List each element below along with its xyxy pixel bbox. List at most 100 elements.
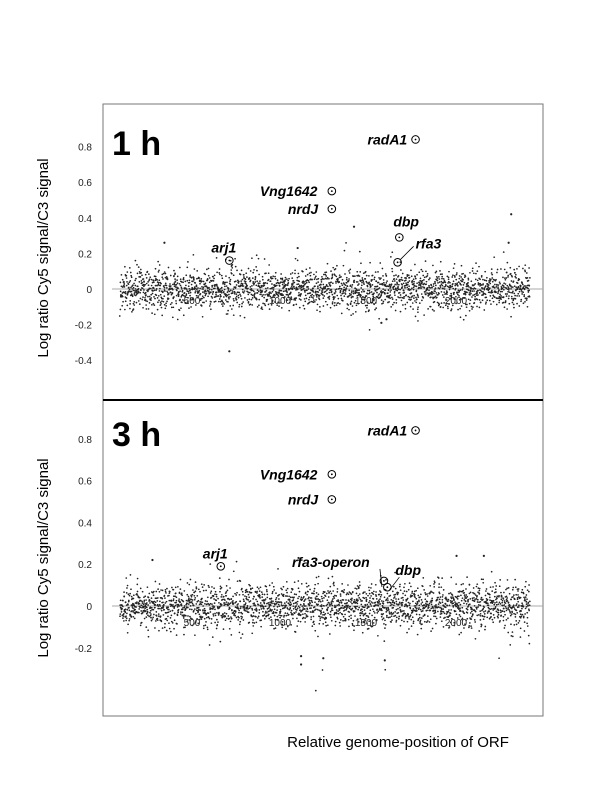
data-point	[490, 303, 492, 305]
data-point	[156, 600, 159, 602]
data-point	[289, 607, 292, 609]
data-point	[313, 590, 315, 592]
data-point	[476, 291, 478, 293]
data-point	[180, 296, 183, 298]
data-point	[351, 590, 354, 593]
data-point	[237, 603, 239, 605]
data-point	[132, 286, 135, 289]
data-point	[368, 592, 371, 595]
data-point	[343, 249, 346, 252]
data-point	[312, 287, 314, 289]
data-point	[450, 597, 453, 600]
data-point	[514, 578, 517, 581]
data-point	[255, 298, 258, 300]
data-point	[310, 294, 312, 297]
data-point	[252, 290, 255, 293]
data-point	[347, 618, 350, 621]
data-point	[442, 611, 445, 613]
data-point	[383, 623, 385, 625]
data-point	[422, 274, 425, 277]
data-point	[338, 604, 340, 606]
data-point	[382, 275, 384, 277]
data-point	[307, 288, 310, 290]
data-point	[416, 294, 419, 297]
data-point	[252, 615, 255, 617]
data-point	[129, 592, 131, 595]
data-point	[258, 298, 261, 301]
data-point	[146, 602, 148, 604]
data-point	[518, 620, 521, 622]
data-point	[341, 583, 344, 585]
data-point	[131, 288, 134, 290]
data-point	[157, 260, 159, 263]
data-point	[259, 604, 262, 607]
data-point	[120, 285, 123, 288]
data-point	[210, 590, 213, 593]
data-point	[441, 598, 444, 601]
gene-label: arj1	[211, 240, 236, 256]
data-point	[408, 604, 411, 607]
data-point	[422, 296, 425, 299]
data-point	[356, 270, 359, 273]
data-point	[273, 296, 276, 299]
data-point	[403, 610, 405, 612]
data-point	[425, 621, 428, 623]
data-point	[459, 282, 462, 285]
data-point	[320, 613, 322, 615]
data-point	[425, 605, 428, 608]
data-point	[213, 606, 216, 608]
data-point	[402, 282, 405, 285]
data-point	[394, 614, 397, 617]
data-point	[171, 288, 174, 291]
data-point	[322, 611, 325, 614]
data-point	[515, 603, 518, 605]
data-point	[339, 611, 341, 614]
data-point	[482, 293, 485, 296]
data-point	[240, 617, 243, 620]
data-point	[296, 625, 299, 627]
data-point	[524, 300, 526, 303]
data-point	[470, 627, 473, 629]
data-point	[315, 294, 318, 297]
data-point	[503, 600, 506, 602]
data-point	[147, 280, 149, 283]
data-point	[282, 294, 285, 296]
data-point	[387, 616, 390, 619]
data-point	[414, 315, 417, 318]
data-point	[262, 605, 265, 608]
data-point	[372, 610, 375, 613]
data-point	[463, 591, 466, 594]
data-point	[483, 288, 486, 291]
data-point	[459, 316, 462, 319]
data-point	[316, 595, 318, 598]
data-point	[283, 282, 286, 284]
data-point	[411, 590, 414, 593]
data-point	[214, 295, 217, 298]
data-point	[420, 599, 423, 601]
data-point	[384, 668, 387, 671]
data-point	[319, 306, 321, 308]
data-point	[321, 294, 324, 296]
data-point	[518, 290, 521, 293]
data-point	[317, 593, 320, 596]
data-point	[500, 298, 502, 301]
data-point	[167, 615, 169, 618]
data-point	[417, 296, 420, 298]
data-point	[465, 619, 467, 622]
data-point	[391, 619, 393, 622]
data-point	[312, 294, 315, 297]
data-point	[285, 293, 288, 296]
data-point	[454, 601, 456, 603]
data-point	[230, 308, 233, 310]
data-point	[237, 296, 240, 299]
data-point	[462, 272, 465, 275]
data-point	[321, 291, 324, 294]
data-point	[179, 284, 182, 287]
data-point	[139, 587, 142, 590]
data-point	[342, 264, 345, 267]
data-point	[218, 298, 221, 300]
data-point	[223, 288, 226, 291]
data-point	[222, 296, 225, 298]
data-point	[280, 289, 283, 292]
data-point	[407, 601, 410, 604]
